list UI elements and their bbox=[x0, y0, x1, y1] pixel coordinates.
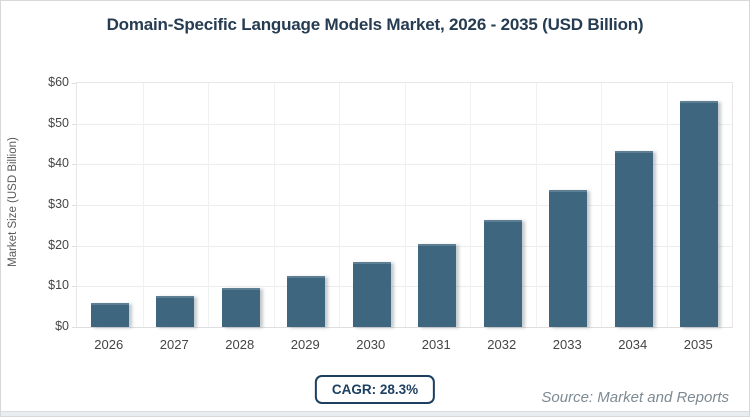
bar-2034 bbox=[614, 150, 653, 327]
v-gridline bbox=[535, 83, 537, 327]
x-tick-label: 2035 bbox=[683, 337, 713, 352]
y-tick-label: $30 bbox=[48, 197, 69, 211]
x-tick-label: 2028 bbox=[225, 337, 255, 352]
y-tickmark bbox=[72, 245, 76, 247]
bar-2032 bbox=[483, 220, 522, 327]
y-tickmark bbox=[72, 286, 76, 288]
bottom-band bbox=[1, 411, 749, 416]
v-gridline bbox=[470, 83, 471, 327]
v-gridline bbox=[666, 83, 668, 327]
bar-2029 bbox=[287, 276, 326, 327]
bar-2026 bbox=[90, 303, 129, 327]
y-tickmark bbox=[72, 327, 76, 328]
plot-area bbox=[72, 82, 733, 328]
v-gridline bbox=[273, 83, 275, 327]
y-tick-label: $60 bbox=[48, 75, 69, 89]
v-gridline bbox=[339, 83, 340, 327]
x-tick-label: 2026 bbox=[94, 337, 124, 352]
v-gridline bbox=[404, 83, 406, 327]
x-tick-label: 2034 bbox=[618, 337, 648, 352]
bar-2035 bbox=[680, 101, 719, 327]
x-tick-label: 2031 bbox=[421, 337, 451, 352]
y-tickmark bbox=[72, 83, 76, 84]
y-tick-label: $0 bbox=[55, 319, 69, 333]
y-tickmark bbox=[72, 205, 76, 206]
x-tick-label: 2030 bbox=[356, 337, 386, 352]
x-tick-label: 2032 bbox=[487, 337, 517, 352]
bar-2031 bbox=[418, 243, 457, 327]
bar-2028 bbox=[221, 287, 260, 327]
y-tickmark bbox=[72, 164, 76, 166]
bar-2030 bbox=[352, 261, 391, 327]
x-tick-label: 2029 bbox=[290, 337, 320, 352]
chart-title: Domain-Specific Language Models Market, … bbox=[106, 15, 644, 34]
source-text: Source: Market and Reports bbox=[541, 389, 729, 406]
x-tick-label: 2027 bbox=[159, 337, 189, 352]
x-tick-label: 2033 bbox=[552, 337, 582, 352]
cagr-badge: CAGR: 28.3% bbox=[314, 375, 436, 404]
v-gridline bbox=[601, 83, 602, 327]
y-tick-label: $10 bbox=[48, 278, 69, 293]
v-gridline bbox=[208, 83, 209, 327]
bar-2027 bbox=[156, 296, 195, 327]
v-gridline bbox=[142, 83, 144, 327]
y-tick-label: $40 bbox=[48, 156, 69, 171]
y-tickmark bbox=[72, 123, 76, 125]
bar-2033 bbox=[549, 189, 588, 327]
y-tick-label: $50 bbox=[48, 115, 69, 130]
y-tick-label: $20 bbox=[48, 237, 69, 252]
